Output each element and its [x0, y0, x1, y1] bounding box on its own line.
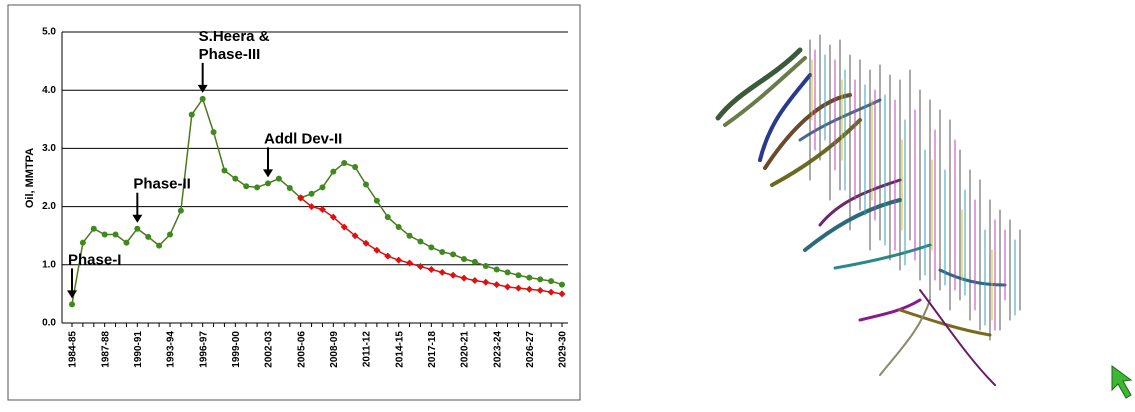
data-point [330, 169, 336, 175]
data-point [537, 276, 543, 282]
data-point [102, 232, 108, 238]
data-point [113, 232, 119, 238]
data-point [221, 168, 227, 174]
data-point [352, 164, 358, 170]
y-axis-label: Oil, MMTPA [24, 148, 36, 208]
data-point [265, 180, 271, 186]
data-point [189, 112, 195, 118]
y-tick-label: 4.0 [42, 85, 56, 96]
annotation-text: Phase-I [68, 251, 121, 268]
annotation-text: Phase-III [199, 46, 261, 63]
cursor-arrow [1112, 366, 1131, 398]
data-point [439, 249, 445, 255]
data-point [69, 301, 75, 307]
page: Oil, MMTPA 0.0 1.0 2.0 3.0 4.0 5.0 1984-85 1987… [0, 0, 1135, 407]
data-point [211, 129, 217, 135]
screen: Oil, MMTPA 0.0 1.0 2.0 3.0 4.0 5.0 1984-85 1987… [0, 0, 1135, 407]
data-point [396, 224, 402, 230]
x-tick-label: 1987-88 [100, 331, 111, 368]
data-point [407, 233, 413, 239]
data-point [559, 282, 565, 288]
data-point [385, 214, 391, 220]
x-tick-label: 2008-09 [329, 331, 340, 368]
data-point [461, 256, 467, 262]
well-visualization [718, 35, 1020, 385]
data-point [309, 191, 315, 197]
y-tick-label: 5.0 [42, 27, 56, 38]
data-point [341, 160, 347, 166]
data-point [505, 269, 511, 275]
x-tick-label: 2011-12 [362, 331, 373, 368]
data-point [483, 263, 489, 269]
y-tick-label: 3.0 [42, 143, 56, 154]
annotation-text: Addl Dev-II [264, 130, 342, 147]
x-tick-label: 2014-15 [394, 331, 405, 368]
y-tick-label: 0.0 [42, 318, 56, 329]
data-point [417, 239, 423, 245]
x-tick-label: 2029-30 [558, 331, 569, 368]
data-point [254, 184, 260, 190]
data-point [178, 208, 184, 214]
data-point [91, 226, 97, 232]
data-point [145, 234, 151, 240]
x-tick-label: 2026-27 [525, 331, 536, 368]
data-point [494, 266, 500, 272]
data-point [287, 185, 293, 191]
x-tick-label: 1996-97 [198, 331, 209, 368]
data-point [363, 181, 369, 187]
data-point [319, 184, 325, 190]
data-point [167, 232, 173, 238]
x-tick-label: 1984-85 [68, 331, 79, 368]
annotation-text: Phase-II [133, 176, 191, 193]
data-point [526, 275, 532, 281]
data-point [232, 176, 238, 182]
x-tick-label: 1993-94 [166, 331, 177, 368]
x-tick-label: 2020-21 [460, 331, 471, 368]
data-point [80, 240, 86, 246]
y-tick-label: 2.0 [42, 201, 56, 212]
x-tick-label: 2002-03 [264, 331, 275, 368]
data-point [200, 96, 206, 102]
data-point [134, 226, 140, 232]
data-point [123, 240, 129, 246]
data-point [472, 259, 478, 265]
data-point [450, 251, 456, 257]
data-point [276, 176, 282, 182]
data-point [548, 278, 554, 284]
x-tick-label: 1990-91 [133, 331, 144, 368]
y-tick-label: 1.0 [42, 259, 56, 270]
x-tick-label: 2023-24 [492, 331, 503, 368]
x-tick-label: 2005-06 [296, 331, 307, 368]
x-tick-label: 1999-00 [231, 331, 242, 368]
data-point [156, 243, 162, 249]
x-tick-label: 2017-18 [427, 331, 438, 368]
data-point [428, 244, 434, 250]
data-point [374, 198, 380, 204]
annotation-text: S.Heera & [199, 28, 270, 45]
data-point [515, 272, 521, 278]
data-point [243, 183, 249, 189]
